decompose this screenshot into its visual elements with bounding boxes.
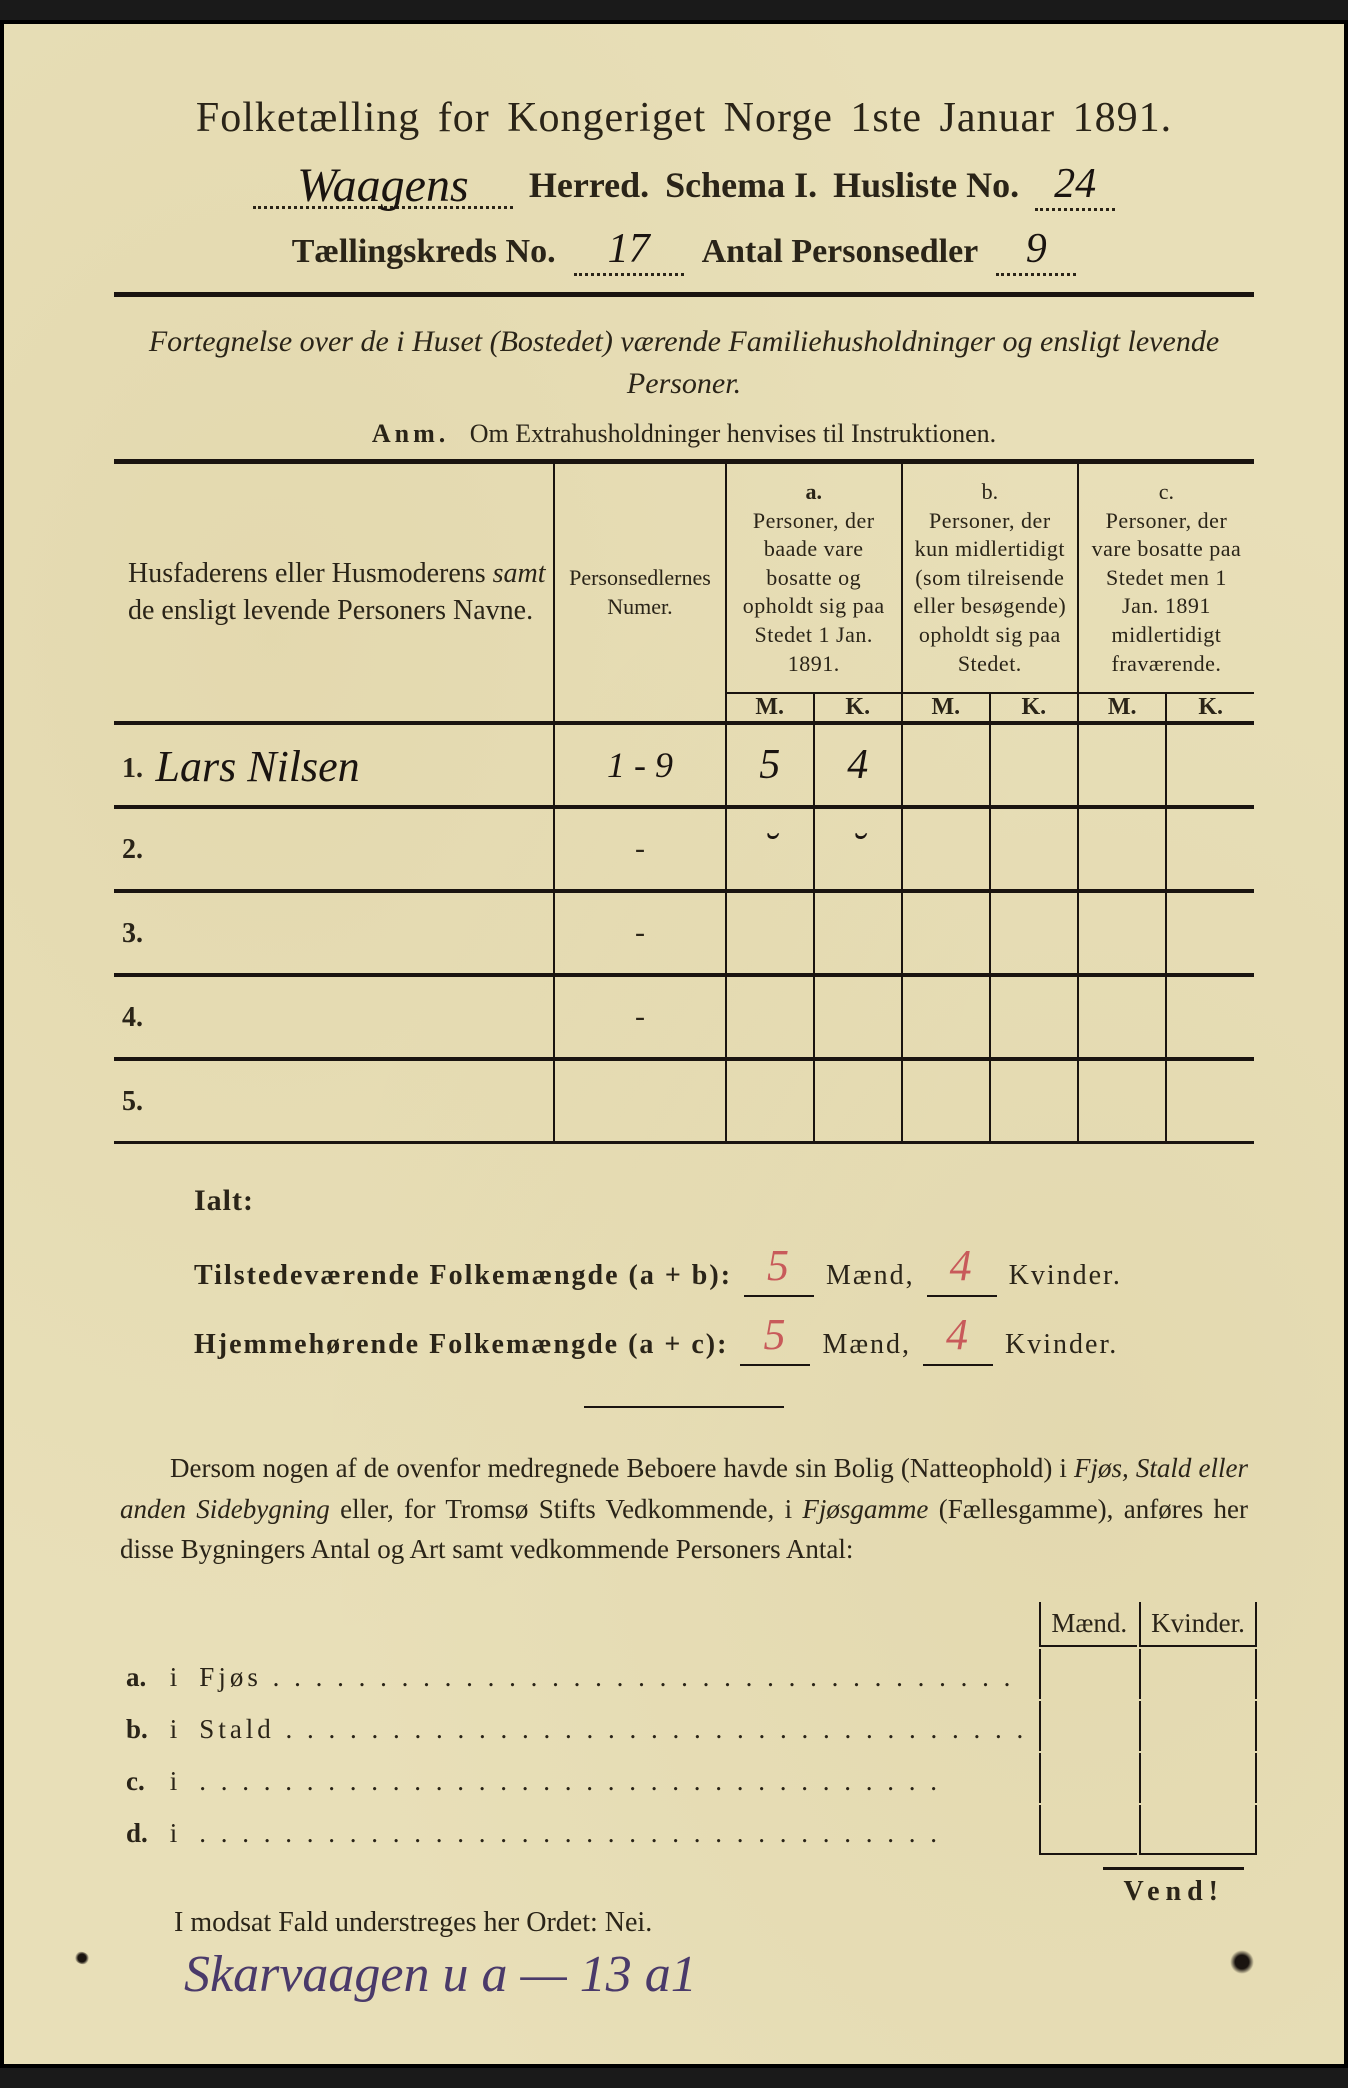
total2-k-field: 4 (923, 1313, 993, 1366)
census-form-page: Folketælling for Kongeriget Norge 1ste J… (0, 20, 1348, 2068)
table-row: 3. - (114, 891, 1254, 975)
kreds-value: 17 (608, 226, 650, 272)
schema-label: Schema I. (665, 164, 817, 206)
divider-1 (114, 292, 1254, 297)
mk-c-k: K. (1167, 694, 1254, 721)
col-a-text: Personer, der baade vare bosatte og opho… (733, 507, 895, 679)
mk-a-k: K. (815, 694, 901, 721)
col-a-label: a. (733, 478, 895, 507)
table-row: 1. Lars Nilsen 1 - 9 54 (114, 723, 1254, 807)
total2-m: 5 (763, 1310, 787, 1359)
antal-value: 9 (1026, 226, 1047, 272)
col-c-text: Personer, der vare bosatte paa Stedet me… (1085, 507, 1248, 679)
kvinder-label-2: Kvinder. (1005, 1329, 1118, 1361)
header-line-2: Waagens Herred. Schema I. Husliste No. 2… (114, 160, 1254, 211)
husliste-label: Husliste No. (833, 164, 1019, 206)
table-row: 2. - ˘˘ (114, 807, 1254, 891)
ialt-label: Ialt: (194, 1184, 1254, 1218)
bt-header-row: Mænd. Kvinder. (116, 1602, 1257, 1647)
building-table: Mænd. Kvinder. a. i Fjøs . . . . . . . .… (114, 1600, 1259, 1857)
bt-kvinder: Kvinder. (1139, 1602, 1257, 1647)
bottom-handwritten-note: Skarvaagen u a — 13 a1 (184, 1945, 697, 2004)
husliste-field: 24 (1035, 160, 1115, 211)
table-row: 4. - (114, 975, 1254, 1059)
total1-m: 5 (767, 1241, 791, 1290)
building-row: b. i Stald . . . . . . . . . . . . . . .… (116, 1701, 1257, 1751)
col-b-header: b. Personer, der kun midlertidigt (som t… (902, 462, 1078, 694)
ink-spot-icon (1230, 1950, 1254, 1974)
kreds-label: Tællingskreds No. (292, 233, 556, 271)
totals-section: Ialt: Tilstedeværende Folkemængde (a + b… (114, 1184, 1254, 1366)
husliste-value: 24 (1054, 161, 1096, 207)
mk-b-k: K. (991, 694, 1077, 721)
main-census-table: Husfaderens eller Husmoderens samt de en… (114, 459, 1254, 1144)
bt-maend: Mænd. (1039, 1602, 1137, 1647)
col-b-text: Personer, der kun midlertidigt (som tilr… (909, 507, 1071, 679)
total1-k: 4 (950, 1241, 974, 1290)
mk-a-m: M. (727, 694, 815, 721)
total1-m-field: 5 (744, 1244, 814, 1297)
kvinder-label-1: Kvinder. (1009, 1260, 1122, 1292)
para-t2: eller, for Tromsø Stifts Vedkommende, i (330, 1494, 803, 1524)
mk-b-m: M. (903, 694, 991, 721)
total2-m-field: 5 (740, 1313, 810, 1366)
vend-label: Vend! (1103, 1867, 1244, 1914)
herred-label: Herred. (529, 164, 649, 206)
col1-header: Husfaderens eller Husmoderens samt de en… (114, 462, 554, 724)
mk-a: M.K. (726, 693, 902, 723)
total1-k-field: 4 (927, 1244, 997, 1297)
antal-label: Antal Personsedler (702, 233, 979, 271)
mk-c-m: M. (1079, 694, 1168, 721)
anm-line: Anm. Om Extrahusholdninger henvises til … (114, 419, 1254, 449)
divider-2 (584, 1406, 784, 1408)
building-row: d. i . . . . . . . . . . . . . . . . . .… (116, 1805, 1257, 1855)
herred-value: Waagens (297, 159, 469, 212)
table-row: 5. (114, 1059, 1254, 1143)
col-c-header: c. Personer, der vare bosatte paa Stedet… (1078, 462, 1254, 694)
maend-label-1: Mænd, (826, 1260, 915, 1292)
kreds-field: 17 (574, 225, 684, 276)
col-a-header: a. Personer, der baade vare bosatte og o… (726, 462, 902, 694)
building-row: c. i . . . . . . . . . . . . . . . . . .… (116, 1753, 1257, 1803)
form-subtitle: Fortegnelse over de i Huset (Bostedet) v… (114, 321, 1254, 405)
header-line-3: Tællingskreds No. 17 Antal Personsedler … (114, 225, 1254, 276)
antal-field: 9 (996, 225, 1076, 276)
col-b-label: b. (909, 478, 1071, 507)
col2-header: Personsedlernes Numer. (554, 462, 725, 724)
mk-c: M.K. (1078, 693, 1254, 723)
para-i2: Fjøsgamme (802, 1494, 928, 1524)
mk-b: M.K. (902, 693, 1078, 723)
maend-label-2: Mænd, (822, 1329, 911, 1361)
anm-text: Om Extrahusholdninger henvises til Instr… (470, 419, 996, 448)
total2-k: 4 (946, 1310, 970, 1359)
total2-label: Hjemmehørende Folkemængde (a + c): (194, 1329, 728, 1361)
anm-label: Anm. (372, 419, 449, 448)
total1-label: Tilstedeværende Folkemængde (a + b): (194, 1260, 732, 1292)
form-title: Folketælling for Kongeriget Norge 1ste J… (114, 94, 1254, 142)
ink-mark-icon (72, 1950, 91, 1967)
building-paragraph: Dersom nogen af de ovenfor medregnede Be… (114, 1448, 1254, 1570)
total-line-2: Hjemmehørende Folkemængde (a + c): 5 Mæn… (194, 1313, 1254, 1366)
total-line-1: Tilstedeværende Folkemængde (a + b): 5 M… (194, 1244, 1254, 1297)
col-c-label: c. (1085, 478, 1248, 507)
nei-line: I modsat Fald understreges her Ordet: Ne… (114, 1907, 1254, 1939)
building-row: a. i Fjøs . . . . . . . . . . . . . . . … (116, 1649, 1257, 1699)
table-header-row: Husfaderens eller Husmoderens samt de en… (114, 462, 1254, 694)
para-t1: Dersom nogen af de ovenfor medregnede Be… (170, 1453, 1074, 1483)
herred-field: Waagens (253, 163, 513, 209)
